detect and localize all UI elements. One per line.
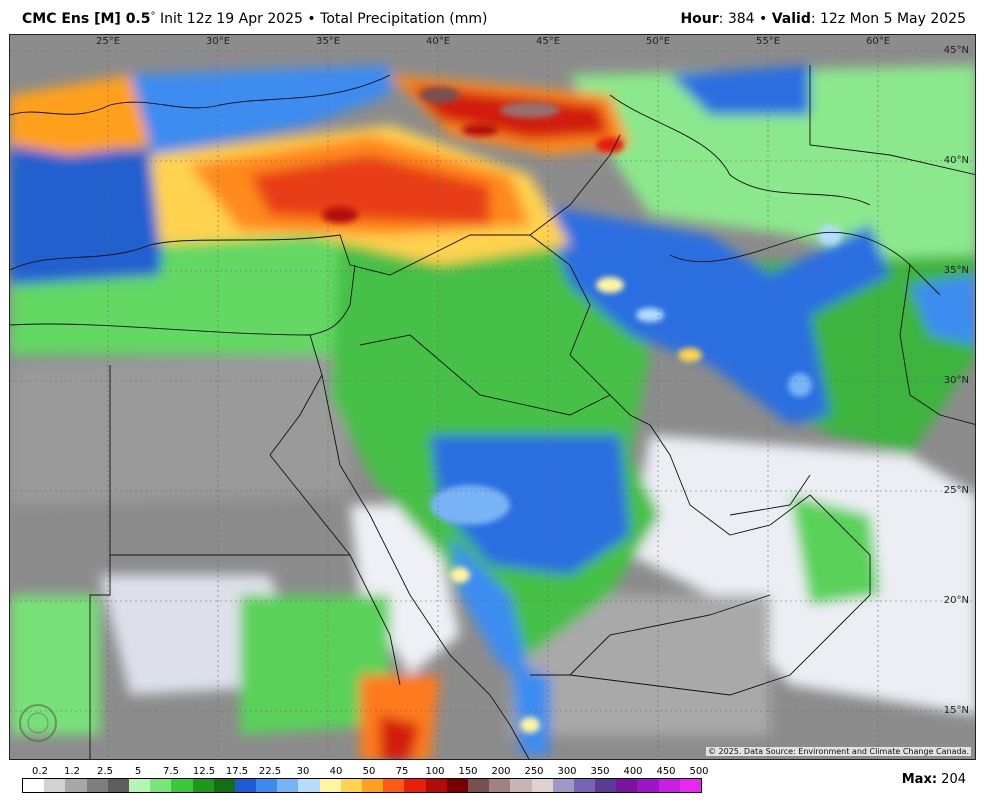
color-legend: 0.2 1.2 2.5 5 7.5 12.5 17.5 22.5 30 40 50 75 100 150 2… xyxy=(22,766,709,796)
legend-swatch xyxy=(107,779,129,792)
legend-swatch xyxy=(467,779,490,792)
lon-label-40: 40°E xyxy=(426,36,451,47)
precipitation-map[interactable]: 45°N 40°N 35°N 30°N 25°N 20°N 15°N 25°E … xyxy=(9,34,976,760)
max-value: 204 xyxy=(941,772,966,787)
legend-swatch xyxy=(531,779,553,792)
model-name: CMC Ens [M] 0.5 xyxy=(22,11,151,27)
legend-swatch xyxy=(234,779,257,792)
legend-color-bar xyxy=(22,778,702,793)
legend-swatch xyxy=(510,779,532,792)
init-time: Init 12z 19 Apr 2025 xyxy=(159,11,303,27)
weatherbell-logo xyxy=(18,703,74,743)
legend-swatch xyxy=(595,779,617,792)
logo-globe-icon xyxy=(19,704,57,742)
header-bullet-2: • xyxy=(759,11,768,27)
legend-swatch xyxy=(23,779,45,792)
legend-tick-label: 22.5 xyxy=(258,766,282,777)
legend-swatch xyxy=(552,779,574,792)
legend-swatch xyxy=(425,779,447,792)
precip-peaks xyxy=(322,87,842,733)
legend-tick-label: 150 xyxy=(458,766,478,777)
legend-swatch xyxy=(213,779,235,792)
hour-value: : 384 xyxy=(718,11,755,27)
lat-label-15: 15°N xyxy=(943,705,969,716)
legend-tick-label: 200 xyxy=(491,766,511,777)
lon-label-25: 25°E xyxy=(96,36,121,47)
lat-label-35: 35°N xyxy=(943,265,969,276)
legend-tick-label: 2.5 xyxy=(97,766,113,777)
legend-swatch xyxy=(340,779,362,792)
valid-value: : 12z Mon 5 May 2025 xyxy=(810,11,966,27)
legend-swatch xyxy=(277,779,299,792)
legend-tick-label: 350 xyxy=(590,766,610,777)
legend-swatch xyxy=(679,779,701,792)
legend-swatch xyxy=(128,779,151,792)
legend-swatch xyxy=(489,779,511,792)
legend-swatch xyxy=(637,779,659,792)
degree-mark: ° xyxy=(150,11,156,22)
map-canvas xyxy=(10,35,975,759)
lat-label-45: 45°N xyxy=(943,45,969,56)
legend-swatch xyxy=(658,779,680,792)
legend-swatch xyxy=(573,779,596,792)
legend-swatch xyxy=(616,779,638,792)
legend-swatch xyxy=(404,779,426,792)
legend-swatch xyxy=(362,779,384,792)
legend-tick-label: 30 xyxy=(296,766,310,777)
legend-tick-label: 5 xyxy=(134,766,142,777)
borders xyxy=(10,65,975,759)
lon-label-55: 55°E xyxy=(756,36,781,47)
lat-label-40: 40°N xyxy=(943,155,969,166)
header-title: CMC Ens [M] 0.5° Init 12z 19 Apr 2025 • … xyxy=(22,11,487,27)
legend-swatch xyxy=(86,779,108,792)
legend-swatch xyxy=(256,779,278,792)
legend-tick-label: 12.5 xyxy=(192,766,216,777)
legend-tick-label: 0.2 xyxy=(32,766,48,777)
legend-tick-label: 100 xyxy=(425,766,445,777)
legend-tick-label: 50 xyxy=(362,766,376,777)
legend-tick-label: 500 xyxy=(689,766,709,777)
legend-tick-label: 7.5 xyxy=(163,766,179,777)
lon-label-50: 50°E xyxy=(646,36,671,47)
legend-tick-label: 1.2 xyxy=(64,766,80,777)
legend-tick-label: 40 xyxy=(329,766,343,777)
legend-swatch xyxy=(44,779,66,792)
valid-label: Valid xyxy=(771,11,811,27)
legend-tick-label: 17.5 xyxy=(225,766,249,777)
lon-label-30: 30°E xyxy=(206,36,231,47)
legend-swatch xyxy=(298,779,320,792)
header-bar: CMC Ens [M] 0.5° Init 12z 19 Apr 2025 • … xyxy=(0,0,984,34)
legend-swatch xyxy=(65,779,87,792)
graticule xyxy=(10,35,975,759)
hour-label: Hour xyxy=(680,11,719,27)
legend-swatch xyxy=(150,779,172,792)
legend-tick-label: 450 xyxy=(656,766,676,777)
legend-tick-label: 250 xyxy=(524,766,544,777)
header-bullet: • xyxy=(307,11,316,27)
legend-tick-label: 75 xyxy=(395,766,409,777)
data-credit: © 2025. Data Source: Environment and Cli… xyxy=(705,747,971,756)
header-valid: Hour: 384 • Valid: 12z Mon 5 May 2025 xyxy=(680,11,966,27)
lon-label-35: 35°E xyxy=(316,36,341,47)
lat-label-20: 20°N xyxy=(943,595,969,606)
legend-swatch xyxy=(319,779,341,792)
legend-swatch xyxy=(171,779,193,792)
max-value-readout: Max: 204 xyxy=(902,772,966,787)
legend-tick-label: 300 xyxy=(557,766,577,777)
max-label: Max: xyxy=(901,772,938,787)
legend-swatch xyxy=(383,779,405,792)
legend-swatch xyxy=(192,779,214,792)
product-name: Total Precipitation (mm) xyxy=(320,11,488,27)
lon-label-60: 60°E xyxy=(866,36,891,47)
legend-swatch xyxy=(446,779,468,792)
legend-ticks: 0.2 1.2 2.5 5 7.5 12.5 17.5 22.5 30 40 50 75 100 150 2… xyxy=(22,766,709,778)
legend-tick-label: 400 xyxy=(623,766,643,777)
lon-label-45: 45°E xyxy=(536,36,561,47)
lat-label-30: 30°N xyxy=(943,375,969,386)
lat-label-25: 25°N xyxy=(943,485,969,496)
